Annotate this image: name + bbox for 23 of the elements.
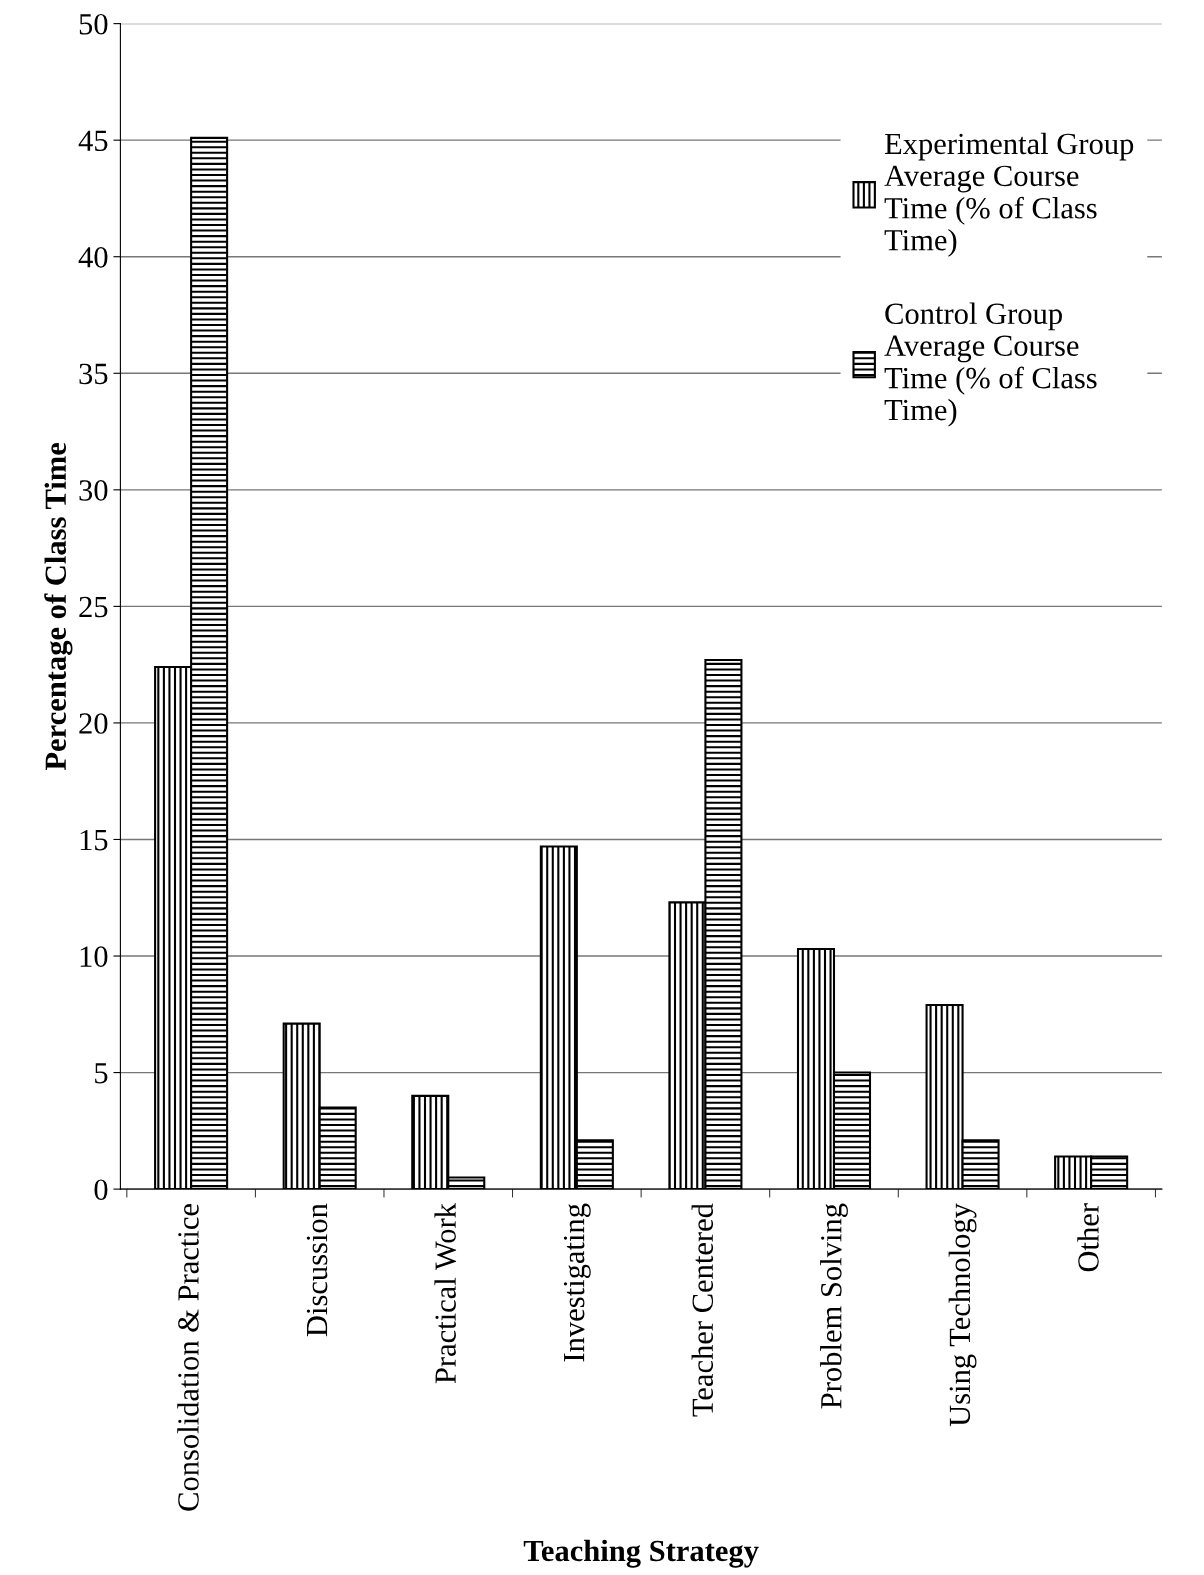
y-tick-label: 0 [94, 1179, 108, 1201]
y-tick-label: 35 [79, 363, 108, 385]
legend-label: Experimental Group Average Course Time (% of Class Time) [884, 132, 1134, 257]
y-tick-label: 30 [79, 480, 108, 501]
x-tick-label: Teacher Centered [691, 1203, 714, 1417]
y-tick-label: 25 [79, 596, 108, 618]
legend-label: Control Group Average Course Time (% of Class Time) [884, 302, 1097, 427]
y-tick-label: 40 [78, 247, 108, 268]
y-tick-label: 50 [79, 13, 108, 35]
y-tick-label: 20 [79, 713, 108, 734]
x-axis-title: Teaching Strategy [523, 1539, 759, 1568]
y-tick-label: 10 [80, 946, 108, 967]
y-axis-title: Percentage of Class Time [44, 442, 73, 771]
x-tick-label: Consolidation & Practice [177, 1204, 199, 1511]
y-tick-label: 45 [78, 130, 108, 152]
x-tick-label: Other [1077, 1203, 1099, 1272]
y-tick-label: 5 [95, 1063, 108, 1084]
y-tick-label: 15 [80, 829, 108, 851]
x-tick-label: Practical Work [434, 1203, 457, 1384]
x-tick-label: Discussion [306, 1203, 328, 1337]
x-tick-label: Investigating [563, 1203, 591, 1362]
x-tick-label: Problem Solving [820, 1203, 848, 1409]
x-tick-label: Using Technology [948, 1203, 977, 1427]
